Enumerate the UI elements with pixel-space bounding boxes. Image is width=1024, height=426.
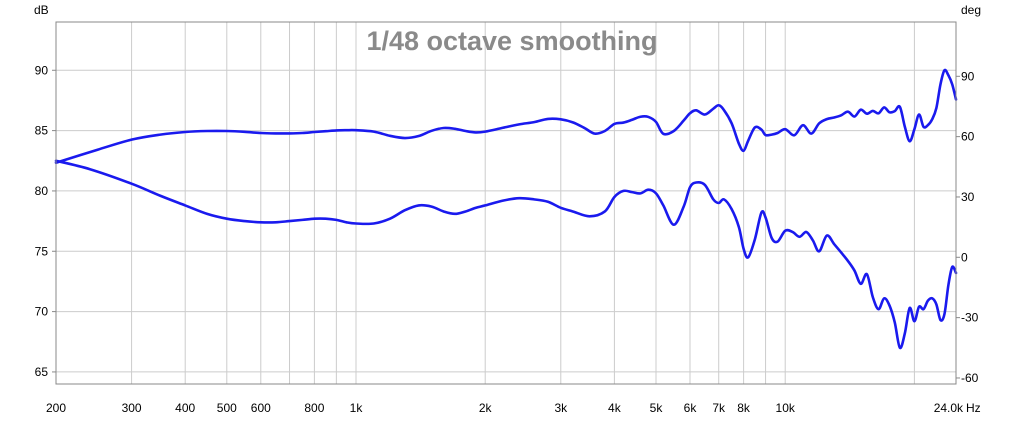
x-tick-label: 200 (46, 401, 66, 415)
x-tick-label: 4k (608, 401, 622, 415)
series-layer (54, 68, 958, 350)
plot-area (56, 22, 956, 384)
x-tick-label: 3k (554, 401, 568, 415)
y-right-tick-label: 90 (961, 69, 975, 83)
right-axis-unit: deg (961, 3, 981, 17)
x-tick-label: 7k (712, 401, 726, 415)
x-tick-label: 5k (650, 401, 664, 415)
x-tick-label: 400 (175, 401, 195, 415)
x-tick-label: 6k (684, 401, 698, 415)
y-left-tick-label: 85 (35, 124, 49, 138)
x-tick-label: 500 (217, 401, 237, 415)
plot-frame (55, 21, 957, 385)
x-tick-label: 1k (350, 401, 364, 415)
y-left-tick-label: 80 (35, 184, 49, 198)
phase-series-line (54, 68, 958, 165)
y-right-tick-label: -30 (961, 311, 979, 325)
grid-layer (55, 22, 956, 384)
y-right-tick-label: -60 (961, 371, 979, 385)
x-tick-label: 2k (479, 401, 493, 415)
x-tick-label: 800 (304, 401, 324, 415)
x-axis-unit: Hz (966, 401, 981, 415)
axis-layer: 200 300 400 500 600 800 1k 2k 3k 4k 5k 6k 7k 8k 10k 24.… (35, 63, 979, 415)
y-right-tick-label: 30 (961, 190, 975, 204)
x-tick-label: 8k (737, 401, 751, 415)
x-tick-label: 10k (776, 401, 796, 415)
y-left-tick-label: 90 (35, 63, 49, 77)
x-tick-label: 24.0k (934, 401, 964, 415)
y-left-tick-label: 70 (35, 305, 49, 319)
y-right-tick-label: 0 (961, 250, 968, 264)
x-tick-label: 600 (251, 401, 271, 415)
y-left-tick-label: 65 (35, 365, 49, 379)
left-axis-unit: dB (34, 3, 49, 17)
y-left-tick-label: 75 (35, 244, 49, 258)
x-tick-label: 300 (122, 401, 142, 415)
magnitude-series-line (54, 159, 958, 350)
chart-title: 1/48 octave smoothing (366, 26, 657, 56)
y-right-tick-label: 60 (961, 130, 975, 144)
